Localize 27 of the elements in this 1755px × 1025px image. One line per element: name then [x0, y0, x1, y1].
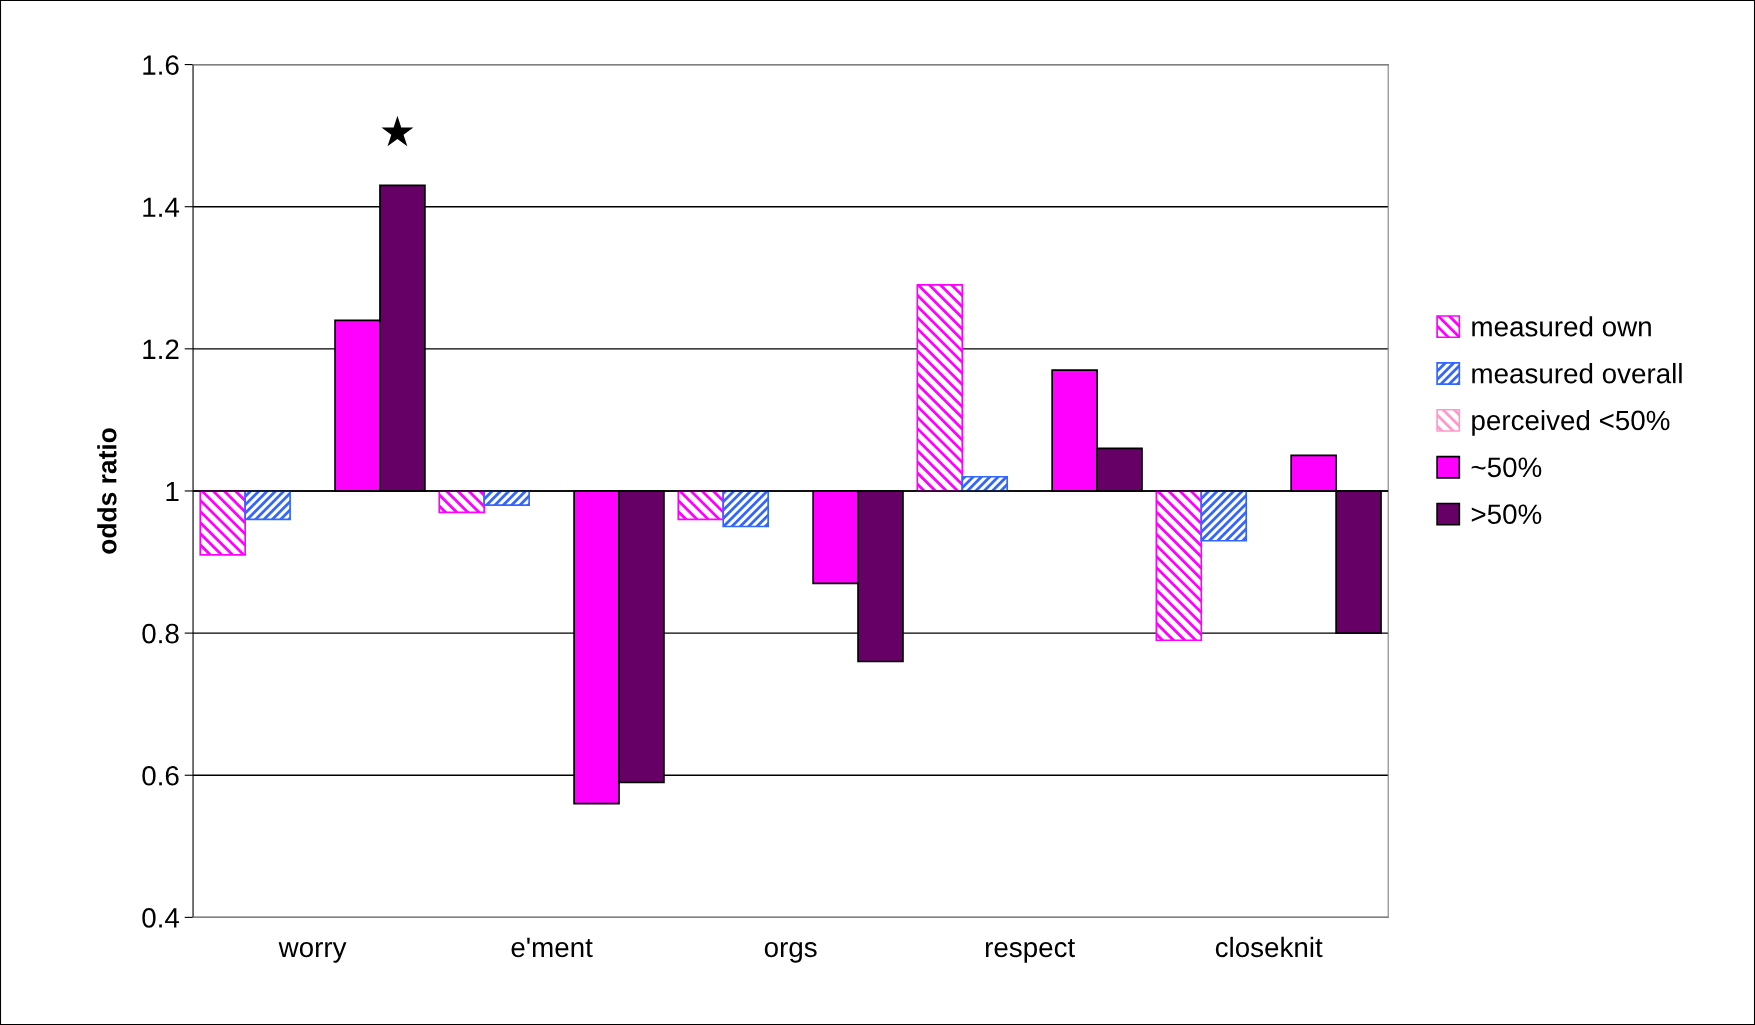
- annotation: ★: [381, 115, 414, 147]
- legend-label: >50%: [1471, 504, 1542, 525]
- x-tick-label: worry: [278, 942, 347, 963]
- bar: [244, 490, 291, 521]
- y-tick-label: 0.4: [142, 908, 180, 928]
- bar: [677, 490, 725, 521]
- legend-label: measured overall: [1472, 363, 1682, 384]
- x-tick-label: closeknit: [1215, 936, 1323, 958]
- legend-label: measured own: [1472, 316, 1651, 337]
- bar: [722, 490, 769, 528]
- legend-label: ~50%: [1471, 457, 1542, 478]
- x-tick-label: respect: [985, 938, 1075, 963]
- y-axis-title: odds ratio: [97, 428, 117, 554]
- y-tick-label: 1.2: [143, 339, 179, 359]
- x-tick-label: e'ment: [511, 937, 593, 958]
- legend-label: perceived <50%: [1472, 409, 1670, 436]
- y-tick-label: 1.4: [143, 197, 180, 217]
- y-tick-label: 0.6: [142, 765, 179, 786]
- x-tick-label: orgs: [764, 942, 817, 963]
- bar: [1200, 490, 1248, 542]
- bar: [438, 490, 486, 514]
- bar: [916, 284, 964, 492]
- y-tick-label: 1.6: [143, 55, 179, 75]
- bar: [1155, 490, 1203, 642]
- bar: [199, 490, 246, 556]
- y-tick-label: 0.8: [142, 623, 179, 644]
- y-tick-label: 1: [166, 481, 179, 502]
